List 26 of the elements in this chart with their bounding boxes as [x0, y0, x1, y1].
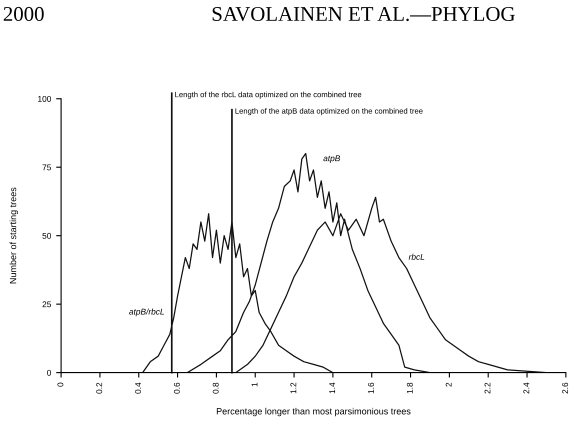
y-tick-label: 50: [42, 232, 52, 239]
x-tick-label: 1.4: [329, 382, 336, 394]
y-tick-label: 25: [42, 301, 52, 308]
x-tick-label: 2.4: [523, 382, 530, 394]
x-tick-label: 1.8: [406, 382, 413, 394]
text: SAVOLAINEN ET AL.—PHYLOG: [212, 6, 515, 22]
x-tick-label: 0.4: [135, 382, 141, 394]
y-tick-label: 0: [47, 370, 52, 376]
text: 2000: [4, 6, 44, 21]
x-tick-label: 1.6: [368, 382, 374, 394]
y-tick-label: 100: [38, 96, 52, 102]
y-tick-label: 75: [42, 164, 52, 170]
x-tick-label: 0.8: [212, 382, 219, 394]
x-tick-label: 1: [252, 382, 258, 386]
y-axis-title: Number of starting trees: [10, 188, 18, 284]
x-tick-label: 0: [57, 382, 64, 387]
x-axis-title: Percentage longer than most parsimonious trees: [216, 408, 411, 416]
series-label: atpB: [323, 155, 340, 163]
x-tick-label: 2.2: [484, 382, 490, 394]
annotation: atpB/rbcL: [129, 308, 164, 316]
series-label: rbcL: [408, 254, 424, 260]
x-tick-label: 2: [446, 382, 452, 387]
x-tick-label: 1.2: [290, 382, 296, 394]
x-tick-label: 0.2: [96, 382, 102, 394]
x-tick-label: 0.6: [174, 382, 180, 394]
x-tick-label: 2.6: [562, 382, 568, 394]
